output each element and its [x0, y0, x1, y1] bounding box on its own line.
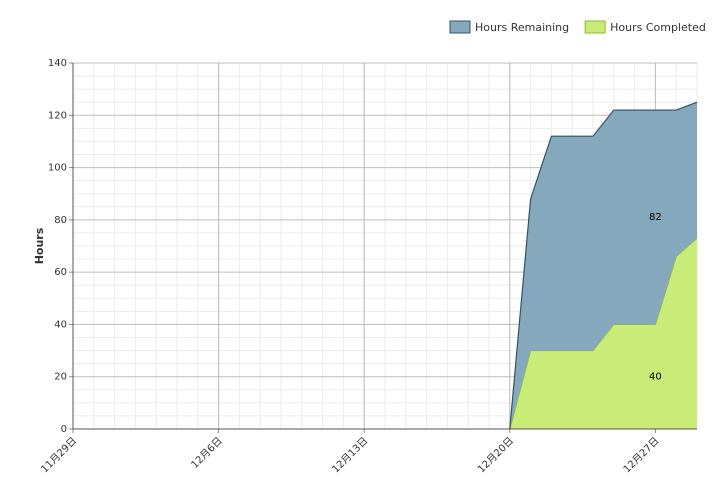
x-tick-label: 11月29日: [39, 435, 80, 476]
x-tick-label: 12月27日: [621, 435, 662, 476]
area-edge: [509, 101, 698, 430]
legend-swatch: [449, 20, 471, 34]
y-tick-label: 0: [61, 424, 67, 435]
legend-swatch: [584, 20, 606, 34]
x-tick-label: 12月13日: [330, 435, 371, 476]
legend-label: Hours Remaining: [475, 21, 569, 34]
y-tick-label: 140: [48, 58, 67, 69]
area: [509, 238, 697, 429]
y-tick-label: 60: [54, 267, 67, 278]
y-tick-label: 120: [48, 110, 67, 121]
data-label: 40: [649, 372, 662, 383]
data-label: 82: [649, 212, 662, 223]
y-axis-label: Hours: [33, 227, 46, 264]
legend-label: Hours Completed: [610, 21, 706, 34]
x-tick-label: 12月20日: [475, 435, 516, 476]
y-tick-label: 100: [48, 163, 67, 174]
x-tick-label: 12月6日: [189, 435, 225, 471]
y-tick-label: 40: [54, 319, 67, 330]
y-tick-label: 80: [54, 215, 67, 226]
area: [509, 102, 697, 429]
y-tick-label: 20: [54, 372, 67, 383]
